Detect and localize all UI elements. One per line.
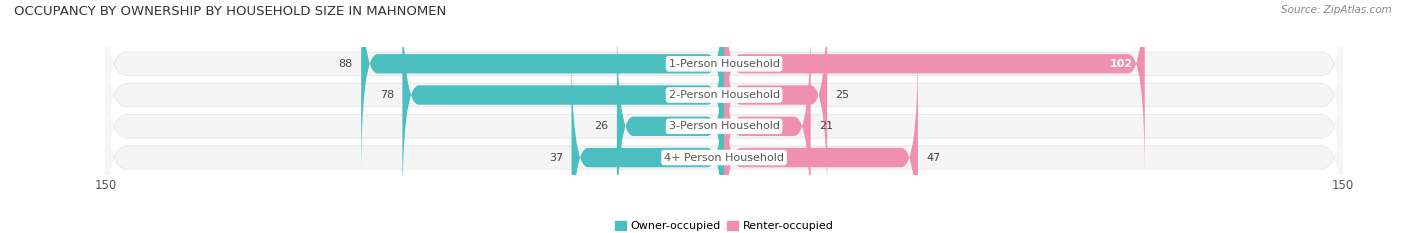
Text: 21: 21	[818, 121, 834, 131]
Text: 102: 102	[1109, 59, 1132, 69]
FancyBboxPatch shape	[617, 11, 724, 233]
Text: 47: 47	[927, 153, 941, 163]
FancyBboxPatch shape	[93, 0, 1355, 233]
FancyBboxPatch shape	[571, 42, 724, 233]
Text: 2-Person Household: 2-Person Household	[668, 90, 780, 100]
FancyBboxPatch shape	[93, 0, 1355, 233]
Text: 4+ Person Household: 4+ Person Household	[664, 153, 785, 163]
Text: 26: 26	[595, 121, 609, 131]
Text: 1-Person Household: 1-Person Household	[669, 59, 779, 69]
FancyBboxPatch shape	[97, 0, 1351, 233]
Text: OCCUPANCY BY OWNERSHIP BY HOUSEHOLD SIZE IN MAHNOMEN: OCCUPANCY BY OWNERSHIP BY HOUSEHOLD SIZE…	[14, 5, 446, 18]
Legend: Owner-occupied, Renter-occupied: Owner-occupied, Renter-occupied	[610, 217, 838, 233]
FancyBboxPatch shape	[97, 0, 1351, 233]
FancyBboxPatch shape	[97, 0, 1351, 233]
Text: 25: 25	[835, 90, 849, 100]
FancyBboxPatch shape	[97, 0, 1351, 233]
Text: 37: 37	[550, 153, 564, 163]
FancyBboxPatch shape	[724, 42, 918, 233]
Text: 78: 78	[380, 90, 394, 100]
FancyBboxPatch shape	[93, 0, 1355, 233]
FancyBboxPatch shape	[724, 11, 811, 233]
FancyBboxPatch shape	[361, 0, 724, 179]
Text: 88: 88	[339, 59, 353, 69]
Text: Source: ZipAtlas.com: Source: ZipAtlas.com	[1281, 5, 1392, 15]
FancyBboxPatch shape	[402, 0, 724, 210]
Text: 3-Person Household: 3-Person Household	[669, 121, 779, 131]
FancyBboxPatch shape	[724, 0, 827, 210]
FancyBboxPatch shape	[724, 0, 1144, 179]
FancyBboxPatch shape	[93, 0, 1355, 233]
